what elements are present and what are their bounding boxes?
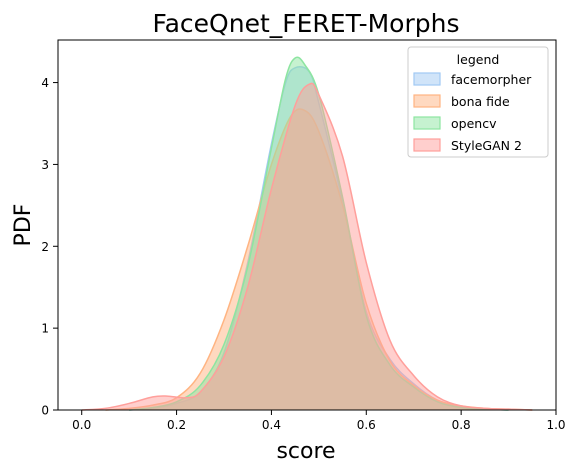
x-tick-label: 0.2 xyxy=(167,418,186,432)
legend-box xyxy=(407,46,549,158)
series-line-3 xyxy=(81,82,533,411)
legend-swatch-0 xyxy=(413,72,441,86)
x-axis-label: score xyxy=(276,439,335,464)
y-tick-label: 3 xyxy=(41,158,49,172)
legend-label-3: StyleGAN 2 xyxy=(451,138,522,153)
legend-label-0: facemorpher xyxy=(451,72,532,87)
plot-area xyxy=(81,56,533,411)
y-tick-label: 2 xyxy=(41,240,49,254)
x-tick-label: 0.0 xyxy=(72,418,91,432)
legend-swatch-2 xyxy=(413,116,441,130)
y-tick-label: 4 xyxy=(41,76,49,90)
x-tick-label: 0.8 xyxy=(452,418,471,432)
legend-label-1: bona fide xyxy=(451,94,510,109)
y-tick-label: 0 xyxy=(41,404,49,418)
series-area-3 xyxy=(81,83,533,411)
axes: 0.0 0.2 0.4 0.6 0.8 1.0 0 1 2 3 4 xyxy=(41,39,566,432)
legend-title: legend xyxy=(457,52,500,67)
x-tick-label: 0.4 xyxy=(262,418,281,432)
x-tick-label: 0.6 xyxy=(357,418,376,432)
y-tick-label: 1 xyxy=(41,322,49,336)
y-axis-label: PDF xyxy=(11,204,36,247)
x-tick-label: 1.0 xyxy=(546,418,565,432)
plot-frame xyxy=(57,39,557,411)
legend-label-2: opencv xyxy=(451,116,497,131)
legend: legend facemorpher bona fide opencv StyleGAN… xyxy=(407,46,549,158)
legend-swatch-3 xyxy=(413,138,441,152)
legend-swatch-1 xyxy=(413,94,441,108)
chart-title: FaceQnet_FERET-Morphs xyxy=(153,9,460,38)
